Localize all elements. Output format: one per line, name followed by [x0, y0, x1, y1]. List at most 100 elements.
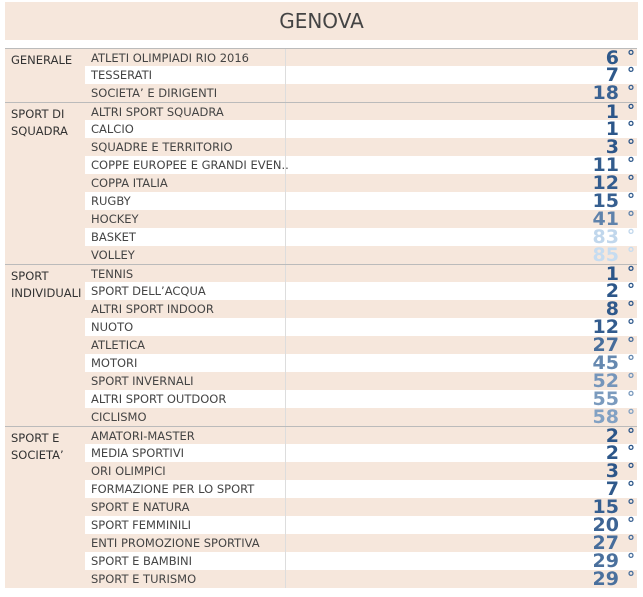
column-divider [285, 282, 286, 300]
rank-value: 83 [592, 226, 619, 248]
rank-mark: ° [627, 47, 635, 66]
group-label: SPORT INDIVIDUALI [5, 264, 85, 426]
column-divider [285, 427, 286, 445]
table-row: COPPA ITALIA 12 ° [85, 172, 637, 194]
row-name: SPORT E TURISMO [91, 572, 197, 586]
column-divider [285, 336, 286, 354]
row-name: ATLETICA [91, 338, 145, 352]
rank-mark: ° [627, 280, 635, 299]
table-row: ENTI PROMOZIONE SPORTIVA 27 ° [85, 532, 637, 554]
rank-mark: ° [627, 263, 635, 282]
column-divider [285, 480, 286, 498]
row-name: SPORT E BAMBINI [91, 554, 192, 568]
rank-mark: ° [627, 334, 635, 353]
rank-mark: ° [627, 550, 635, 569]
table-row: BASKET 83 ° [85, 226, 637, 248]
rank-value: 1 [605, 263, 619, 285]
rank-mark: ° [627, 190, 635, 209]
row-name: SPORT DELL’ACQUA [91, 284, 206, 298]
column-divider [285, 372, 286, 390]
rank-mark: ° [627, 532, 635, 551]
column-divider [285, 120, 286, 138]
column-divider [285, 390, 286, 408]
rank-value: 3 [605, 136, 619, 158]
table-row: ALTRI SPORT INDOOR 8 ° [85, 298, 637, 320]
rank-mark: ° [627, 208, 635, 227]
column-divider [285, 49, 286, 67]
rank-value: 29 [592, 568, 619, 590]
rank-mark: ° [627, 460, 635, 479]
rank-mark: ° [627, 226, 635, 245]
row-name: FORMAZIONE PER LO SPORT [91, 482, 255, 496]
column-divider [285, 570, 286, 588]
row-name: SPORT FEMMINILI [91, 518, 192, 532]
column-divider [285, 516, 286, 534]
rank-value: 6 [605, 47, 619, 69]
row-name: MEDIA SPORTIVI [91, 446, 185, 460]
rank-value: 7 [605, 478, 619, 500]
column-divider [285, 84, 286, 102]
rank-mark: ° [627, 172, 635, 191]
row-name: ALTRI SPORT OUTDOOR [91, 392, 227, 406]
row-name: ORI OLIMPICI [91, 464, 166, 478]
rank-value: 29 [592, 550, 619, 572]
table-row: SPORT FEMMINILI 20 ° [85, 514, 637, 536]
row-name: SOCIETA’ E DIRIGENTI [91, 86, 218, 100]
rank-value: 8 [605, 298, 619, 320]
row-name: TENNIS [91, 267, 134, 281]
rank-mark: ° [627, 352, 635, 371]
column-divider [285, 246, 286, 264]
table-row: SOCIETA’ E DIRIGENTI 18 ° [85, 82, 637, 104]
row-name: BASKET [91, 230, 136, 244]
rank-mark: ° [627, 568, 635, 587]
row-name: VOLLEY [91, 248, 135, 262]
row-name: ALTRI SPORT SQUADRA [91, 105, 224, 119]
column-divider [285, 192, 286, 210]
rank-value: 18 [592, 82, 619, 104]
table-row: SQUADRE E TERRITORIO 3 ° [85, 136, 637, 158]
table-row: SPORT E BAMBINI 29 ° [85, 550, 637, 572]
row-name: NUOTO [91, 320, 134, 334]
rank-mark: ° [627, 136, 635, 155]
column-divider [285, 138, 286, 156]
table-row: SPORT E NATURA 15 ° [85, 496, 637, 518]
rank-value: 2 [605, 425, 619, 447]
rank-value: 45 [592, 352, 619, 374]
column-divider [285, 408, 286, 426]
row-name: ALTRI SPORT INDOOR [91, 302, 214, 316]
rank-value: 55 [592, 388, 619, 410]
group-label: SPORT DI SQUADRA [5, 102, 85, 264]
column-divider [285, 174, 286, 192]
rank-value: 15 [592, 190, 619, 212]
rank-mark: ° [627, 425, 635, 444]
column-divider [285, 210, 286, 228]
rank-mark: ° [627, 496, 635, 515]
row-name: CALCIO [91, 122, 134, 136]
table-row: ATLETICA 27 ° [85, 334, 637, 356]
group-label: GENERALE [5, 48, 85, 102]
column-divider [285, 156, 286, 174]
row-name: ENTI PROMOZIONE SPORTIVA [91, 536, 260, 550]
table-row: FORMAZIONE PER LO SPORT 7 ° [85, 478, 637, 500]
rank-mark: ° [627, 388, 635, 407]
row-name: AMATORI-MASTER [91, 429, 195, 443]
table-row: TENNIS 1 ° [85, 263, 637, 285]
rank-value: 85 [592, 244, 619, 266]
rank-value: 20 [592, 514, 619, 536]
row-name: SQUADRE E TERRITORIO [91, 140, 233, 154]
rank-value: 2 [605, 280, 619, 302]
row-name: MOTORI [91, 356, 138, 370]
rank-mark: ° [627, 154, 635, 173]
column-divider [285, 300, 286, 318]
table-row: MOTORI 45 ° [85, 352, 637, 374]
column-divider [285, 103, 286, 121]
rank-value: 27 [592, 334, 619, 356]
group-label: SPORT E SOCIETA’ [5, 426, 85, 588]
row-name: HOCKEY [91, 212, 139, 226]
table-row: CALCIO 1 ° [85, 118, 637, 140]
row-name: SPORT INVERNALI [91, 374, 194, 388]
row-name: COPPE EUROPEE E GRANDI EVEN.. [91, 158, 289, 172]
row-name: CICLISMO [91, 410, 147, 424]
rank-value: 7 [605, 64, 619, 86]
